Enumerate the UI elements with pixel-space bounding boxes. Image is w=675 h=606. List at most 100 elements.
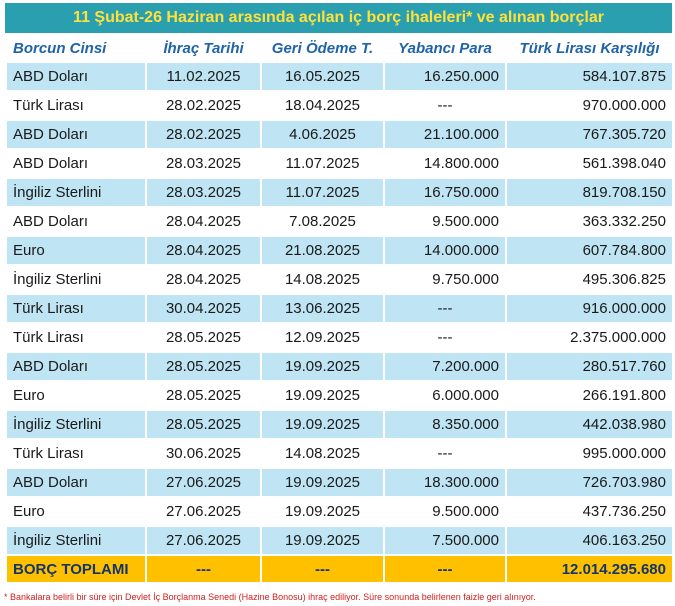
data-row: İngiliz Sterlini 28.04.2025 14.08.2025 9.75… — [5, 264, 674, 295]
cell: 28.05.2025 — [145, 351, 262, 382]
cell: 767.305.720 — [505, 119, 674, 150]
cell: 6.000.000 — [383, 380, 507, 411]
cell: ABD Doları — [5, 351, 147, 382]
data-row: ABD Doları 28.05.2025 19.09.2025 7.200.000 2… — [5, 351, 674, 382]
cell: 16.05.2025 — [260, 61, 385, 92]
cell: 8.350.000 — [383, 409, 507, 440]
cell: Türk Lirası — [5, 438, 147, 469]
data-row: ABD Doları 28.02.2025 4.06.2025 21.100.000 7… — [5, 119, 674, 150]
data-row: İngiliz Sterlini 28.05.2025 19.09.2025 8.35… — [5, 409, 674, 440]
cell: 13.06.2025 — [260, 293, 385, 324]
footnote: * Bankalara belirli bir süre için Devlet… — [4, 592, 536, 602]
cell: İhraç Tarihi — [145, 33, 262, 63]
cell: 607.784.800 — [505, 235, 674, 266]
cell: 970.000.000 — [505, 90, 674, 121]
cell: 30.06.2025 — [145, 438, 262, 469]
title: 11 Şubat-26 Haziran arasında açılan iç b… — [5, 3, 672, 33]
data-row: ABD Doları 28.03.2025 11.07.2025 14.800.000… — [5, 148, 674, 179]
cell: 11.07.2025 — [260, 177, 385, 208]
cell: 21.100.000 — [383, 119, 507, 150]
header-row: Borcun Cinsi İhraç Tarihi Geri Ödeme T. Yab… — [5, 33, 674, 63]
cell: 995.000.000 — [505, 438, 674, 469]
cell: Türk Lirası — [5, 322, 147, 353]
cell: 28.04.2025 — [145, 235, 262, 266]
cell: --- — [383, 322, 507, 353]
cell: 561.398.040 — [505, 148, 674, 179]
cell: Euro — [5, 380, 147, 411]
cell: 19.09.2025 — [260, 467, 385, 498]
cell: 437.736.250 — [505, 496, 674, 527]
data-row: Türk Lirası 30.06.2025 14.08.2025 --- 995.00… — [5, 438, 674, 469]
data-row: Türk Lirası 28.02.2025 18.04.2025 --- 970.00… — [5, 90, 674, 121]
data-row: ABD Doları 28.04.2025 7.08.2025 9.500.000 36… — [5, 206, 674, 237]
cell: 726.703.980 — [505, 467, 674, 498]
cell: 442.038.980 — [505, 409, 674, 440]
cell: 28.05.2025 — [145, 322, 262, 353]
cell: 9.750.000 — [383, 264, 507, 295]
cell: ABD Doları — [5, 206, 147, 237]
total-row: BORÇ TOPLAMI --- --- --- 12.014.295.680 — [5, 554, 674, 584]
cell: 495.306.825 — [505, 264, 674, 295]
table-container: 11 Şubat-26 Haziran arasında açılan iç b… — [5, 3, 674, 584]
cell: 916.000.000 — [505, 293, 674, 324]
cell: 27.06.2025 — [145, 496, 262, 527]
cell: ABD Doları — [5, 61, 147, 92]
cell: 28.02.2025 — [145, 119, 262, 150]
cell: 28.03.2025 — [145, 148, 262, 179]
cell: ABD Doları — [5, 148, 147, 179]
cell: 406.163.250 — [505, 525, 674, 556]
cell: 14.08.2025 — [260, 264, 385, 295]
cell: Türk Lirası Karşılığı — [505, 33, 674, 63]
cell: 4.06.2025 — [260, 119, 385, 150]
cell: 16.250.000 — [383, 61, 507, 92]
cell: 12.09.2025 — [260, 322, 385, 353]
cell: 19.09.2025 — [260, 409, 385, 440]
cell: 28.04.2025 — [145, 206, 262, 237]
cell: --- — [383, 438, 507, 469]
cell: 28.03.2025 — [145, 177, 262, 208]
cell: 12.014.295.680 — [505, 554, 674, 584]
data-row: ABD Doları 11.02.2025 16.05.2025 16.250.000… — [5, 61, 674, 92]
cell: 584.107.875 — [505, 61, 674, 92]
cell: 19.09.2025 — [260, 351, 385, 382]
cell: Geri Ödeme T. — [260, 33, 385, 63]
cell: 819.708.150 — [505, 177, 674, 208]
cell: ABD Doları — [5, 467, 147, 498]
cell: 266.191.800 — [505, 380, 674, 411]
cell: 7.200.000 — [383, 351, 507, 382]
cell: Euro — [5, 235, 147, 266]
cell: 14.800.000 — [383, 148, 507, 179]
table: Borcun Cinsi İhraç Tarihi Geri Ödeme T. Yab… — [5, 33, 674, 584]
data-row: Euro 28.04.2025 21.08.2025 14.000.000 607.78… — [5, 235, 674, 266]
data-row: İngiliz Sterlini 27.06.2025 19.09.2025 7.50… — [5, 525, 674, 556]
data-row: Türk Lirası 28.05.2025 12.09.2025 --- 2.375.… — [5, 322, 674, 353]
cell: --- — [383, 90, 507, 121]
cell: 27.06.2025 — [145, 525, 262, 556]
cell: 28.05.2025 — [145, 380, 262, 411]
cell: Türk Lirası — [5, 90, 147, 121]
cell: 19.09.2025 — [260, 496, 385, 527]
cell: 21.08.2025 — [260, 235, 385, 266]
cell: 2.375.000.000 — [505, 322, 674, 353]
cell: Türk Lirası — [5, 293, 147, 324]
cell: 18.04.2025 — [260, 90, 385, 121]
cell: Yabancı Para — [383, 33, 507, 63]
cell: --- — [383, 293, 507, 324]
cell: İngiliz Sterlini — [5, 177, 147, 208]
cell: 19.09.2025 — [260, 380, 385, 411]
cell: 28.02.2025 — [145, 90, 262, 121]
cell: --- — [383, 554, 507, 584]
cell: İngiliz Sterlini — [5, 525, 147, 556]
data-row: İngiliz Sterlini 28.03.2025 11.07.2025 16.7… — [5, 177, 674, 208]
cell: 7.500.000 — [383, 525, 507, 556]
cell: 363.332.250 — [505, 206, 674, 237]
cell: 27.06.2025 — [145, 467, 262, 498]
data-row: Türk Lirası 30.04.2025 13.06.2025 --- 916.00… — [5, 293, 674, 324]
cell: BORÇ TOPLAMI — [5, 554, 147, 584]
cell: 16.750.000 — [383, 177, 507, 208]
cell: 14.000.000 — [383, 235, 507, 266]
cell: 28.05.2025 — [145, 409, 262, 440]
cell: İngiliz Sterlini — [5, 409, 147, 440]
cell: 30.04.2025 — [145, 293, 262, 324]
